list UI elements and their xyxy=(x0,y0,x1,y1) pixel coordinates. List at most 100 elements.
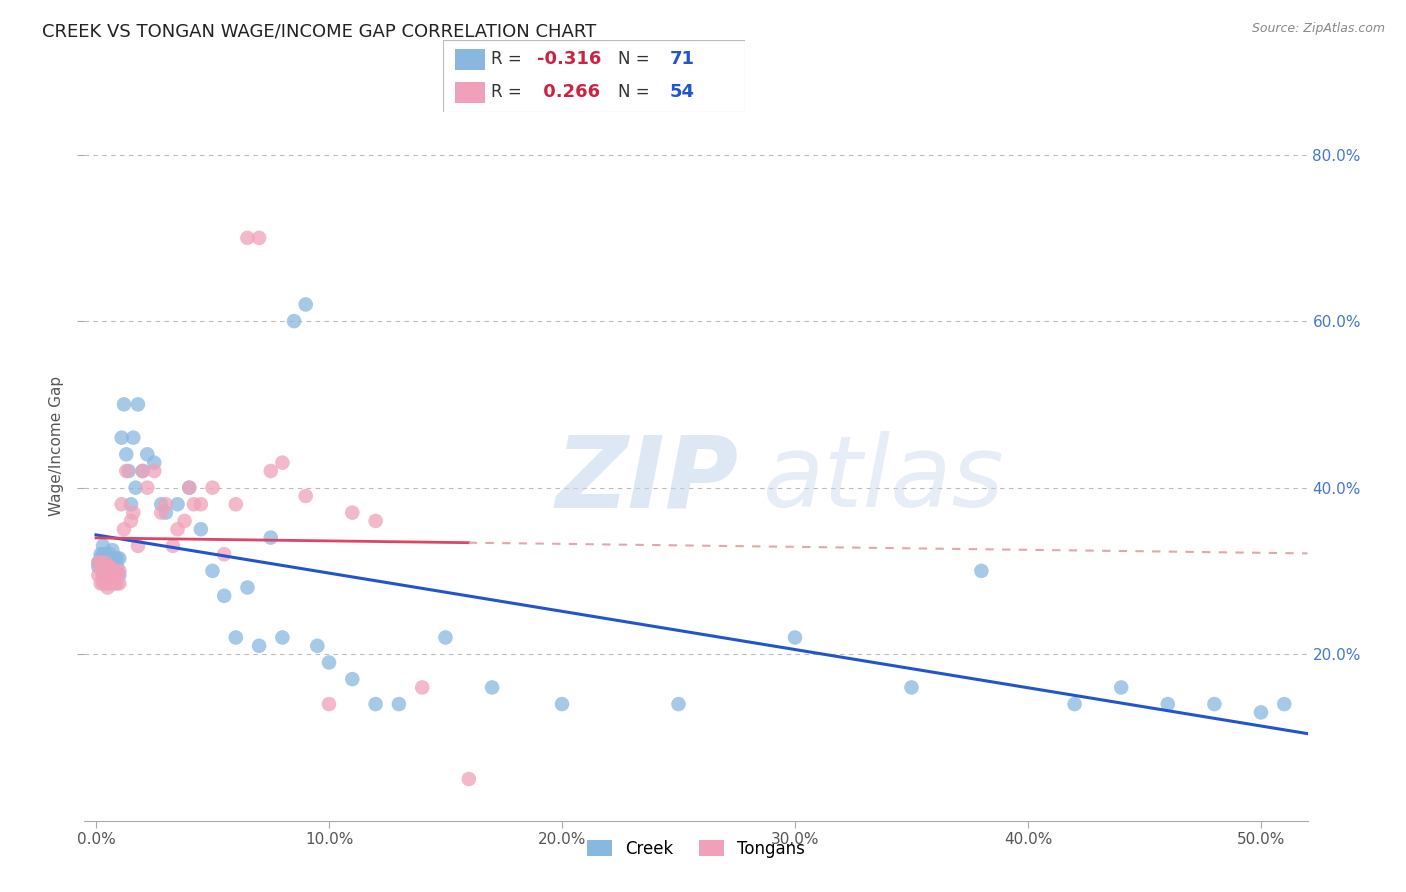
Point xyxy=(108,568,131,582)
Point xyxy=(98,564,121,578)
Point xyxy=(143,456,166,470)
Point xyxy=(201,481,224,495)
Point xyxy=(131,464,153,478)
Point xyxy=(98,568,121,582)
Point xyxy=(150,497,173,511)
Point xyxy=(260,531,283,545)
Point xyxy=(108,564,131,578)
Point xyxy=(91,547,114,561)
Point xyxy=(105,551,128,566)
Point xyxy=(97,559,120,574)
Point xyxy=(91,539,114,553)
Point xyxy=(122,506,145,520)
Point xyxy=(162,539,184,553)
Point xyxy=(364,514,387,528)
Point xyxy=(294,489,316,503)
Y-axis label: Wage/Income Gap: Wage/Income Gap xyxy=(49,376,65,516)
Point xyxy=(97,556,120,570)
Point xyxy=(247,231,270,245)
Point xyxy=(225,497,247,511)
Point xyxy=(98,572,121,586)
Text: 0.266: 0.266 xyxy=(537,83,600,101)
Point xyxy=(783,631,806,645)
Point xyxy=(108,551,131,566)
Point xyxy=(91,576,114,591)
Point xyxy=(87,556,110,570)
Point xyxy=(122,431,145,445)
Point xyxy=(124,481,146,495)
Point xyxy=(900,681,922,695)
Point xyxy=(970,564,993,578)
Point xyxy=(94,568,117,582)
Point xyxy=(104,568,127,582)
Text: 54: 54 xyxy=(669,83,695,101)
Point xyxy=(127,397,149,411)
Point xyxy=(105,568,128,582)
Point xyxy=(94,556,117,570)
Point xyxy=(183,497,205,511)
Point xyxy=(212,547,235,561)
Point xyxy=(98,576,121,591)
Point xyxy=(105,576,128,591)
Point xyxy=(87,556,110,570)
Point xyxy=(1063,697,1085,711)
Point xyxy=(155,497,177,511)
Point xyxy=(1250,706,1272,720)
Point xyxy=(179,481,201,495)
Text: CREEK VS TONGAN WAGE/INCOME GAP CORRELATION CHART: CREEK VS TONGAN WAGE/INCOME GAP CORRELAT… xyxy=(42,22,596,40)
Point xyxy=(87,568,110,582)
Point xyxy=(225,631,247,645)
Text: R =: R = xyxy=(491,51,527,69)
Point xyxy=(212,589,235,603)
Point xyxy=(98,547,121,561)
Point xyxy=(97,551,120,566)
Point xyxy=(236,581,259,595)
Point xyxy=(236,231,259,245)
Point xyxy=(112,522,135,536)
Point xyxy=(155,506,177,520)
Point xyxy=(111,431,134,445)
Point xyxy=(90,556,112,570)
Text: R =: R = xyxy=(491,83,527,101)
Point xyxy=(190,522,212,536)
Point xyxy=(120,497,142,511)
Point xyxy=(318,656,340,670)
Point xyxy=(127,539,149,553)
Point xyxy=(190,497,212,511)
Point xyxy=(98,559,121,574)
Point xyxy=(111,497,134,511)
Point xyxy=(115,464,138,478)
Text: Source: ZipAtlas.com: Source: ZipAtlas.com xyxy=(1251,22,1385,36)
Point xyxy=(247,639,270,653)
Point xyxy=(143,464,166,478)
Text: -0.316: -0.316 xyxy=(537,51,600,69)
Point xyxy=(101,543,124,558)
Point xyxy=(94,556,117,570)
Point xyxy=(104,568,127,582)
Point xyxy=(260,464,283,478)
Point xyxy=(94,568,117,582)
Text: ZIP: ZIP xyxy=(555,431,738,528)
Bar xyxy=(456,49,485,70)
Point xyxy=(97,576,120,591)
Point xyxy=(551,697,574,711)
Point xyxy=(97,559,120,574)
Point xyxy=(91,568,114,582)
Point xyxy=(101,572,124,586)
Point xyxy=(166,522,188,536)
Text: N =: N = xyxy=(619,51,655,69)
Bar xyxy=(456,81,485,103)
Point xyxy=(342,506,364,520)
Point xyxy=(364,697,387,711)
Point xyxy=(97,581,120,595)
Point xyxy=(120,514,142,528)
Point xyxy=(94,576,117,591)
Point xyxy=(117,464,139,478)
Legend: Creek, Tongans: Creek, Tongans xyxy=(581,833,811,864)
Point xyxy=(283,314,305,328)
Point xyxy=(481,681,503,695)
Point xyxy=(108,576,131,591)
Point xyxy=(294,297,316,311)
Point xyxy=(166,497,188,511)
Point xyxy=(91,564,114,578)
